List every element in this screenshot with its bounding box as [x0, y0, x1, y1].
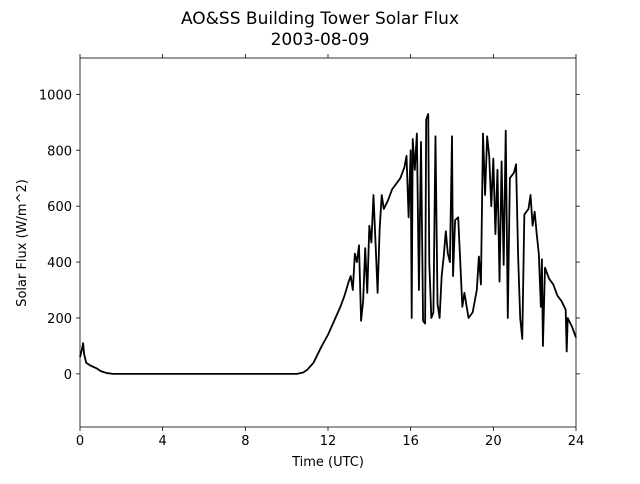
y-tick-label: 1000 [39, 88, 72, 103]
y-axis-label: Solar Flux (W/m^2) [15, 179, 30, 307]
x-tick-label: 20 [485, 434, 502, 449]
x-tick-label: 4 [159, 434, 167, 449]
x-tick-label: 12 [320, 434, 337, 449]
plot-frame [79, 57, 577, 428]
y-tick-label: 600 [47, 200, 72, 215]
y-tick-label: 800 [47, 144, 72, 159]
x-tick-label: 24 [568, 434, 585, 449]
chart-subtitle: 2003-08-09 [271, 30, 370, 50]
x-tick-label: 8 [241, 434, 249, 449]
x-tick-label: 0 [76, 434, 84, 449]
x-tick-label: 16 [402, 434, 419, 449]
data-line [79, 113, 577, 375]
x-axis-label: Time (UTC) [291, 455, 364, 470]
y-tick-label: 0 [64, 368, 72, 383]
y-tick-label: 200 [47, 312, 72, 327]
y-tick-label: 400 [47, 256, 72, 271]
chart-title: AO&SS Building Tower Solar Flux [181, 9, 459, 29]
